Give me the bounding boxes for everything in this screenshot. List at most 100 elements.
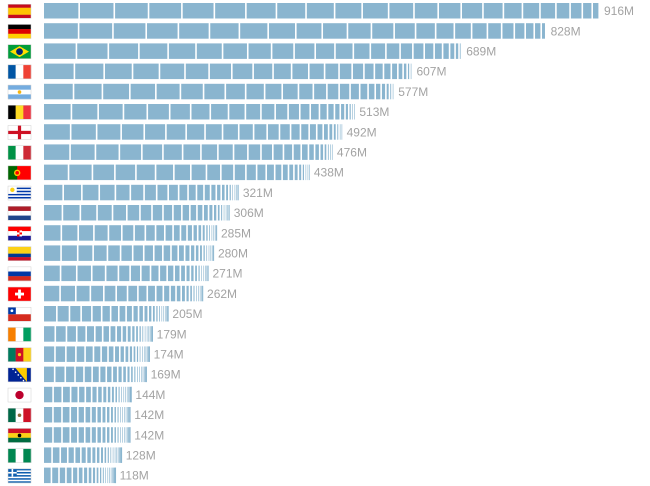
bar-segment: [164, 306, 166, 322]
bar-segment: [129, 427, 131, 443]
bar-segment: [203, 205, 208, 221]
bar-segment: [222, 184, 225, 201]
bar-segment: [115, 164, 136, 181]
bar-segment: [201, 265, 202, 282]
bar-segment: [201, 144, 218, 160]
bar-segment: [227, 205, 228, 221]
bar-segment: [61, 447, 67, 463]
bar-segment: [148, 285, 155, 302]
bar-segment: [372, 23, 394, 39]
bar-segment: [100, 366, 106, 383]
bar-segment: [122, 326, 127, 342]
bar-segment: [129, 346, 133, 362]
bar-segment: [229, 184, 231, 201]
bar-segment: [102, 427, 106, 443]
bar-segment: [209, 225, 210, 241]
bar-segment: [44, 144, 70, 160]
bar-segment: [246, 83, 264, 100]
bar-segment: [221, 164, 234, 181]
chart-row: 577M: [7, 83, 428, 100]
bar-segment: [246, 3, 276, 19]
chart-row: 321M: [7, 184, 273, 201]
bar-segment: [504, 3, 522, 19]
bar-segment: [201, 285, 203, 302]
bar-segment: [203, 265, 205, 282]
bar-segment: [44, 467, 51, 484]
bar-segment: [223, 124, 238, 140]
bar-segment: [96, 144, 119, 160]
bar-segment: [44, 306, 57, 322]
bar-segment: [150, 326, 152, 342]
bar-segment: [96, 467, 99, 484]
bar-segment: [296, 23, 322, 39]
bar-segment: [515, 23, 525, 39]
bar-segment: [75, 366, 84, 383]
bar-segment: [540, 3, 556, 19]
bar-segment: [583, 3, 592, 19]
bar: [44, 184, 239, 201]
bar-segment: [71, 124, 96, 140]
bar-segment: [234, 144, 248, 160]
bar-segment: [95, 326, 102, 342]
bar-segment: [450, 43, 455, 59]
bar-segment: [146, 326, 148, 342]
bar-segment: [197, 184, 204, 201]
bar-segment: [284, 144, 293, 160]
chart-row: 689M: [7, 43, 496, 59]
bar-segment: [186, 265, 190, 282]
bar-segment: [125, 407, 127, 423]
bar-segment: [306, 3, 334, 19]
bar-segment: [116, 326, 122, 342]
bar-segment: [201, 285, 202, 302]
chart-row: 128M: [7, 447, 156, 463]
bar-segment: [329, 124, 333, 140]
bar-segment: [121, 245, 132, 261]
bar-segment: [142, 144, 163, 160]
bar-segment: [164, 285, 170, 302]
bar-segment: [455, 23, 471, 39]
bar-segment: [71, 407, 78, 423]
bar-segment: [145, 124, 166, 140]
bar-segment: [79, 3, 114, 19]
bar-segment: [205, 265, 206, 282]
bar-segment: [309, 63, 324, 80]
bar-segment: [323, 23, 347, 39]
bar-segment: [309, 144, 314, 160]
bar-segment: [209, 63, 232, 80]
bar-segment: [44, 43, 76, 59]
bar-segment: [78, 245, 93, 261]
bar-segment: [92, 386, 97, 403]
bar-segment: [139, 306, 143, 322]
bar-segment: [53, 407, 62, 423]
bar-segment: [70, 306, 81, 322]
chart-row: 118M: [7, 467, 149, 484]
bar-segment: [142, 366, 144, 383]
bar-segment: [122, 225, 134, 241]
bar-segment: [488, 23, 501, 39]
bar-segment: [195, 245, 199, 261]
bar-segment: [237, 184, 239, 201]
bar-segment: [168, 184, 178, 201]
bar-segment: [117, 447, 119, 463]
bar-segment: [113, 366, 117, 383]
bar-segment: [213, 245, 215, 261]
bar-segment: [148, 346, 150, 362]
bar-segment: [248, 43, 271, 59]
value-label: 321M: [243, 186, 273, 200]
bar-segment: [181, 265, 185, 282]
bar-segment: [436, 23, 454, 39]
bar-segment: [352, 104, 353, 120]
bar-segment: [273, 144, 283, 160]
bar-segment: [403, 63, 407, 80]
bar-segment: [335, 43, 353, 59]
bar-segment: [94, 225, 108, 241]
bar-segment: [301, 124, 309, 140]
bar-segment: [107, 407, 110, 423]
bar-segment: [400, 43, 413, 59]
bar-segment: [75, 447, 81, 463]
bar-segment: [211, 184, 216, 201]
flag-portugal-icon: [7, 165, 32, 181]
bar-segment: [101, 447, 103, 463]
bar-segment: [53, 386, 62, 403]
bar-segment: [136, 164, 155, 181]
